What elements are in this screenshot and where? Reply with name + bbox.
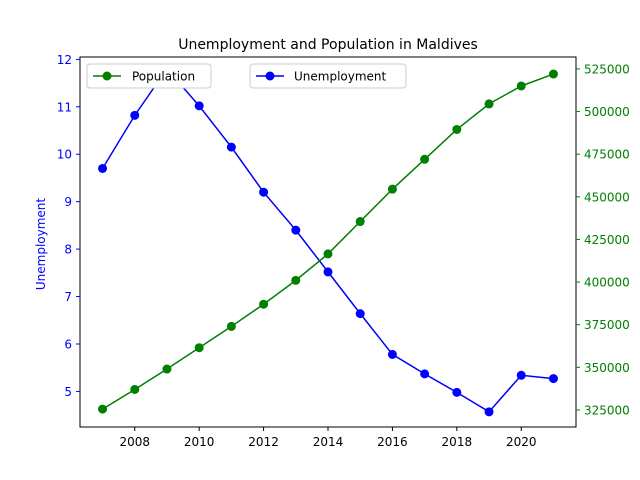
data-point-population — [355, 217, 365, 227]
data-point-unemployment — [130, 110, 140, 120]
y-tick-label-left: 10 — [57, 148, 72, 162]
legend-unemployment-label: Unemployment — [294, 70, 387, 84]
data-point-unemployment — [226, 142, 236, 152]
data-point-population — [387, 184, 397, 194]
data-point-unemployment — [387, 349, 397, 359]
data-point-unemployment — [420, 369, 430, 379]
legend-population-box — [86, 63, 212, 89]
x-tick-label: 2014 — [313, 435, 344, 449]
legend-unemployment-marker — [265, 71, 275, 81]
data-point-unemployment — [323, 267, 333, 277]
y-tick-label-right: 425000 — [584, 233, 630, 247]
x-tick-label: 2012 — [248, 435, 279, 449]
legend-population-label: Population — [132, 70, 195, 84]
y-tick-label-left: 9 — [64, 195, 72, 209]
y-tick-label-left: 7 — [64, 290, 72, 304]
data-point-unemployment — [98, 163, 108, 173]
legend-unemployment: Unemployment — [249, 63, 407, 89]
y-tick-label-right: 450000 — [584, 190, 630, 204]
data-point-population — [162, 364, 172, 374]
data-point-population — [291, 275, 301, 285]
y-tick-label-left: 11 — [57, 100, 72, 114]
y-tick-label-right: 525000 — [584, 62, 630, 76]
data-point-unemployment — [548, 374, 558, 384]
x-tick-label: 2018 — [442, 435, 473, 449]
data-point-population — [226, 321, 236, 331]
data-point-population — [420, 154, 430, 164]
series-line-population — [102, 73, 554, 410]
y-tick-label-right: 400000 — [584, 276, 630, 290]
y-tick-label-right: 350000 — [584, 361, 630, 375]
y-tick-label-left: 12 — [57, 53, 72, 67]
x-tick-label: 2020 — [506, 435, 537, 449]
series-line-unemployment — [101, 67, 554, 413]
plot-area: 2008 2010 2012 2014 2016 2018 2020 5 6 7 8 9 10 11 12 3… — [57, 53, 630, 449]
data-point-unemployment — [259, 187, 269, 197]
chart-title: Unemployment and Population in Maldives — [178, 37, 478, 53]
data-point-unemployment — [484, 407, 494, 417]
data-point-unemployment — [291, 225, 301, 235]
data-point-unemployment — [194, 101, 204, 111]
y-tick-label-left: 5 — [64, 385, 72, 399]
legend-population-marker — [102, 71, 112, 81]
y-axis-label-left: Unemployment — [34, 198, 48, 291]
data-point-population — [98, 404, 108, 414]
legend-unemployment-box — [249, 63, 407, 89]
legend-population: Population — [86, 63, 212, 89]
y-tick-label-right: 500000 — [584, 105, 630, 119]
x-tick-label: 2008 — [119, 435, 150, 449]
x-tick-label: 2016 — [377, 435, 408, 449]
data-point-unemployment — [516, 370, 526, 380]
y-tick-label-left: 8 — [64, 243, 72, 257]
y-tick-label-right: 325000 — [584, 403, 630, 417]
data-point-population — [259, 299, 269, 309]
data-point-population — [484, 99, 494, 109]
plot-frame — [79, 56, 577, 428]
y-tick-label-right: 375000 — [584, 318, 630, 332]
data-point-unemployment — [355, 309, 365, 319]
x-tick-label: 2010 — [184, 435, 215, 449]
data-point-population — [452, 124, 462, 134]
data-point-unemployment — [452, 387, 462, 397]
data-point-population — [323, 249, 333, 259]
data-point-population — [548, 69, 558, 79]
data-point-population — [130, 384, 140, 394]
data-point-population — [516, 81, 526, 91]
y-tick-label-right: 475000 — [584, 148, 630, 162]
y-tick-label-left: 6 — [64, 337, 72, 351]
data-point-population — [194, 343, 204, 353]
